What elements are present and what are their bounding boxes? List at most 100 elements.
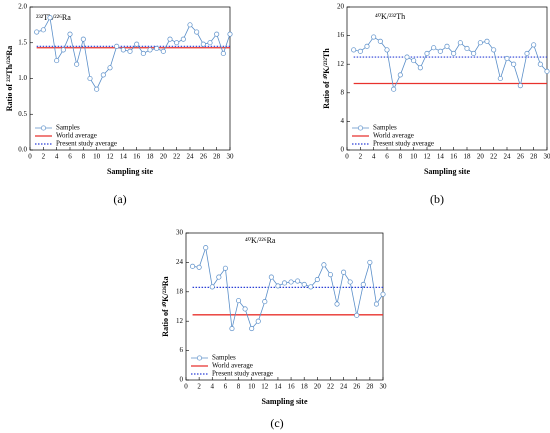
marker (60, 47, 66, 53)
y-tick-label: 8 (341, 88, 345, 96)
y-axis-label: Ratio of ⁴⁰K/²³²Th (322, 48, 331, 109)
marker (214, 31, 220, 37)
x-tick-label: 26 (353, 383, 361, 391)
marker (80, 36, 86, 42)
marker (364, 43, 370, 49)
x-tick-label: 30 (380, 383, 388, 391)
marker (327, 272, 334, 278)
marker (196, 264, 202, 270)
marker (167, 36, 173, 42)
marker (34, 29, 40, 35)
marker (347, 279, 353, 285)
marker (371, 34, 377, 40)
marker (275, 283, 281, 289)
x-axis-label: Sampling site (261, 397, 307, 406)
marker (255, 318, 261, 324)
marker (321, 262, 327, 268)
marker (351, 47, 357, 53)
marker (431, 45, 437, 51)
marker (517, 83, 523, 89)
y-tick-label: 0.5 (18, 110, 27, 118)
legend-label: World average (373, 132, 414, 140)
marker (227, 31, 233, 37)
plot-frame (185, 232, 384, 381)
marker (424, 50, 430, 57)
marker (334, 301, 340, 307)
x-tick-label: 10 (248, 383, 256, 391)
marker (154, 45, 160, 52)
marker (47, 15, 53, 21)
marker (216, 274, 222, 280)
caption: (b) (430, 192, 444, 206)
marker (120, 47, 126, 53)
y-tick-label: 2.0 (18, 3, 27, 11)
x-tick-label: 16 (133, 153, 141, 161)
marker (190, 263, 196, 269)
y-tick-label: 12 (176, 317, 184, 325)
y-axis-label: Ratio of ⁴⁰K/²²⁶Ra (161, 276, 170, 336)
legend-label: Present study average (212, 370, 273, 378)
marker (249, 325, 255, 332)
y-tick-label: 1.0 (18, 74, 27, 82)
marker (268, 274, 274, 280)
marker (295, 278, 301, 284)
marker (262, 299, 268, 305)
x-tick-label: 12 (424, 153, 432, 161)
x-tick-label: 18 (464, 153, 472, 161)
y-tick-label: 0 (180, 376, 184, 384)
marker (531, 42, 537, 48)
x-tick-label: 2 (42, 153, 46, 161)
marker (147, 47, 153, 53)
y-tick-label: 18 (176, 287, 184, 295)
caption: (c) (270, 416, 283, 430)
marker (367, 259, 373, 265)
marker (444, 43, 450, 49)
x-tick-label: 0 (28, 153, 32, 161)
x-tick-label: 10 (93, 153, 101, 161)
marker (404, 54, 410, 60)
marker (187, 22, 193, 28)
marker (160, 48, 166, 54)
chart-title: ⁴⁰K/²²⁶Ra (245, 236, 276, 245)
x-tick-label: 0 (345, 153, 349, 161)
y-tick-label: 30 (176, 229, 184, 237)
x-tick-label: 14 (274, 383, 282, 391)
x-tick-label: 24 (187, 153, 195, 161)
marker (301, 281, 307, 288)
marker (360, 281, 366, 288)
x-tick-label: 4 (55, 153, 59, 161)
x-tick-label: 20 (160, 153, 168, 161)
x-tick-label: 12 (107, 153, 115, 161)
x-axis-label: Sampling site (424, 167, 470, 176)
x-tick-label: 14 (437, 153, 445, 161)
x-tick-label: 26 (200, 153, 208, 161)
legend-marker (40, 125, 47, 131)
marker (477, 40, 483, 46)
y-tick-label: 6 (180, 346, 184, 354)
series-line (353, 36, 548, 91)
plot-frame (346, 6, 548, 151)
legend-marker (196, 355, 203, 361)
marker (491, 47, 497, 53)
x-tick-label: 24 (340, 383, 348, 391)
marker (134, 41, 140, 47)
x-tick-label: 14 (120, 153, 128, 161)
marker (140, 50, 146, 57)
marker (207, 40, 213, 46)
marker (497, 75, 503, 82)
legend-label: World average (212, 362, 253, 370)
legend-label: Present study average (56, 140, 117, 148)
x-tick-label: 18 (147, 153, 155, 161)
marker (471, 50, 477, 57)
marker (341, 269, 347, 275)
marker (87, 75, 93, 82)
legend-label: Samples (56, 124, 80, 132)
marker (67, 31, 73, 37)
marker (242, 306, 248, 312)
marker (484, 38, 490, 44)
marker (200, 41, 206, 47)
x-tick-label: 18 (301, 383, 309, 391)
marker (222, 265, 228, 271)
marker (391, 86, 397, 92)
marker (54, 58, 60, 64)
